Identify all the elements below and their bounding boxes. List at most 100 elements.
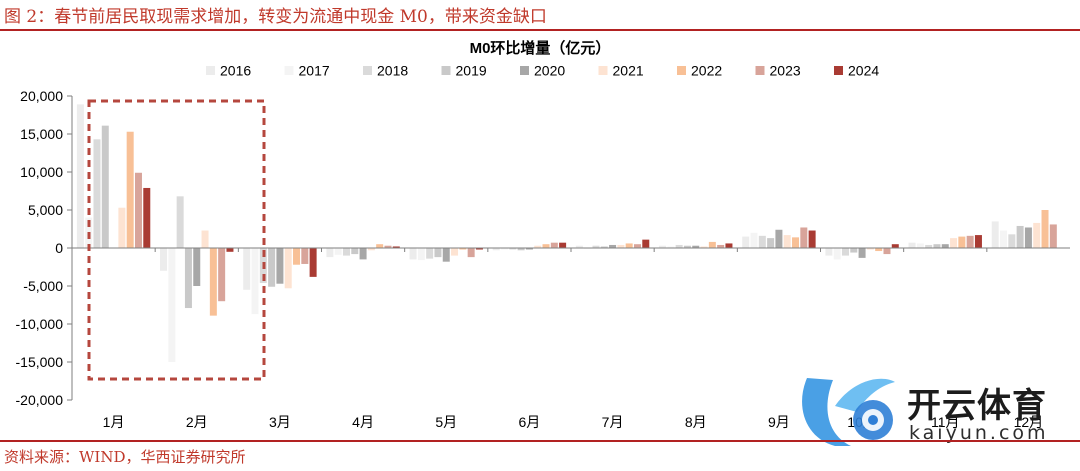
bar-2016-11 <box>908 242 916 248</box>
bar-2020-5 <box>442 248 450 262</box>
bar-2022-8 <box>708 241 716 248</box>
bar-2023-7 <box>633 244 641 248</box>
bar-2020-6 <box>525 248 533 250</box>
legend-swatch-2020 <box>520 66 529 75</box>
bar-2023-9 <box>800 227 808 248</box>
bar-2022-12 <box>1041 210 1049 248</box>
legend-label-2017: 2017 <box>299 63 330 79</box>
bar-2018-11 <box>925 244 933 248</box>
bar-2023-11 <box>966 235 974 248</box>
bar-2024-4 <box>392 246 400 248</box>
figure-title: 图 2：春节前居民取现需求增加，转变为流通中现金 M0，带来资金缺口 <box>4 7 547 27</box>
bar-2020-11 <box>941 244 949 248</box>
bar-2024-11 <box>974 235 982 248</box>
bar-2020-3 <box>276 248 284 284</box>
bar-2021-1 <box>118 207 126 248</box>
bar-2021-3 <box>284 248 292 289</box>
bar-2018-7 <box>592 245 600 248</box>
source-note: 资料来源：WIND，华西证券研究所 <box>4 448 246 466</box>
bar-2020-10 <box>858 248 866 258</box>
bar-2019-6 <box>517 248 525 251</box>
bar-2021-12 <box>1033 222 1041 248</box>
y-tick-label: -15,000 <box>16 354 64 370</box>
bar-2021-6 <box>534 245 542 248</box>
bar-2022-9 <box>792 237 800 248</box>
bar-2018-2 <box>176 196 184 248</box>
legend-label-2018: 2018 <box>377 63 408 79</box>
bar-2020-12 <box>1024 227 1032 248</box>
bar-2024-10 <box>891 244 899 248</box>
legend-swatch-2024 <box>834 66 843 75</box>
bar-2016-10 <box>825 248 833 256</box>
legend-swatch-2021 <box>598 66 608 75</box>
bar-2024-3 <box>309 248 317 277</box>
bar-2019-5 <box>434 248 442 258</box>
january-february-highlight-box <box>87 99 266 381</box>
legend-label-2020: 2020 <box>534 63 565 79</box>
bar-2021-7 <box>617 244 625 248</box>
bar-2024-2 <box>226 248 234 252</box>
bar-2021-9 <box>783 235 791 248</box>
legend-label-2023: 2023 <box>770 63 801 79</box>
bar-2022-10 <box>875 248 883 252</box>
bar-2019-11 <box>933 244 941 248</box>
bar-2023-3 <box>301 248 309 264</box>
legend-swatch-2018 <box>363 66 372 75</box>
brand-watermark: 开云体育 kaiyun.com <box>795 366 1046 452</box>
bar-2020-4 <box>359 248 367 260</box>
x-tick-label: 5月 <box>435 414 457 430</box>
bar-2018-10 <box>841 248 849 256</box>
bar-2020-8 <box>692 245 700 248</box>
y-axis: 20,000 15,000 10,000 5,000 0 -5,000 -10,000 -15… <box>16 88 73 408</box>
y-tick-label: -5,000 <box>23 278 63 294</box>
watermark-url: kaiyun.com <box>909 422 1049 444</box>
bar-2018-8 <box>675 244 683 248</box>
bar-2016-4 <box>326 248 334 258</box>
bar-2023-2 <box>218 248 226 302</box>
bar-2018-9 <box>758 235 766 248</box>
y-tick-label: -20,000 <box>16 392 64 408</box>
bar-2023-4 <box>384 245 392 248</box>
y-tick-label: 20,000 <box>20 88 63 104</box>
bar-2022-3 <box>293 248 301 265</box>
bar-2016-6 <box>492 248 500 251</box>
bar-2022-6 <box>542 244 550 248</box>
legend-label-2024: 2024 <box>848 63 879 79</box>
bar-2020-7 <box>609 244 617 248</box>
bar-2017-10 <box>833 248 841 260</box>
bar-2019-7 <box>600 246 608 248</box>
bar-2021-10 <box>866 248 874 250</box>
y-tick-label: 15,000 <box>20 126 63 142</box>
bar-2016-7 <box>575 245 583 248</box>
x-tick-label: 12月 <box>1014 414 1044 430</box>
legend-swatch-2019 <box>441 66 451 75</box>
bar-2019-1 <box>101 125 109 248</box>
bar-2019-10 <box>850 248 858 253</box>
bar-2022-2 <box>209 248 217 316</box>
bar-2021-4 <box>367 248 375 251</box>
bar-2023-5 <box>467 248 475 258</box>
x-tick-label: 9月 <box>768 414 790 430</box>
bar-2023-10 <box>883 248 891 255</box>
bar-2017-11 <box>916 243 924 248</box>
bar-2017-2 <box>168 248 176 362</box>
legend-label-2021: 2021 <box>613 63 644 79</box>
bar-2018-12 <box>1008 234 1016 248</box>
bottom-divider <box>0 440 1080 442</box>
bar-2024-1 <box>143 187 151 248</box>
x-tick-label: 6月 <box>519 414 541 430</box>
bar-2019-2 <box>184 248 192 309</box>
bar-2016-5 <box>409 248 417 260</box>
bar-2022-11 <box>958 236 966 248</box>
y-tick-label: 0 <box>55 240 63 256</box>
bar-2019-3 <box>268 248 276 287</box>
legend-label-2019: 2019 <box>456 63 487 79</box>
x-tick-label: 11月 <box>931 414 960 430</box>
bar-2016-1 <box>76 104 84 248</box>
bar-2018-5 <box>426 248 434 259</box>
bar-2023-6 <box>550 242 558 248</box>
kaiyun-logo-icon <box>802 378 895 446</box>
legend-label-2022: 2022 <box>691 63 722 79</box>
bar-2021-11 <box>950 238 958 248</box>
legend-swatch-2023 <box>755 66 765 75</box>
